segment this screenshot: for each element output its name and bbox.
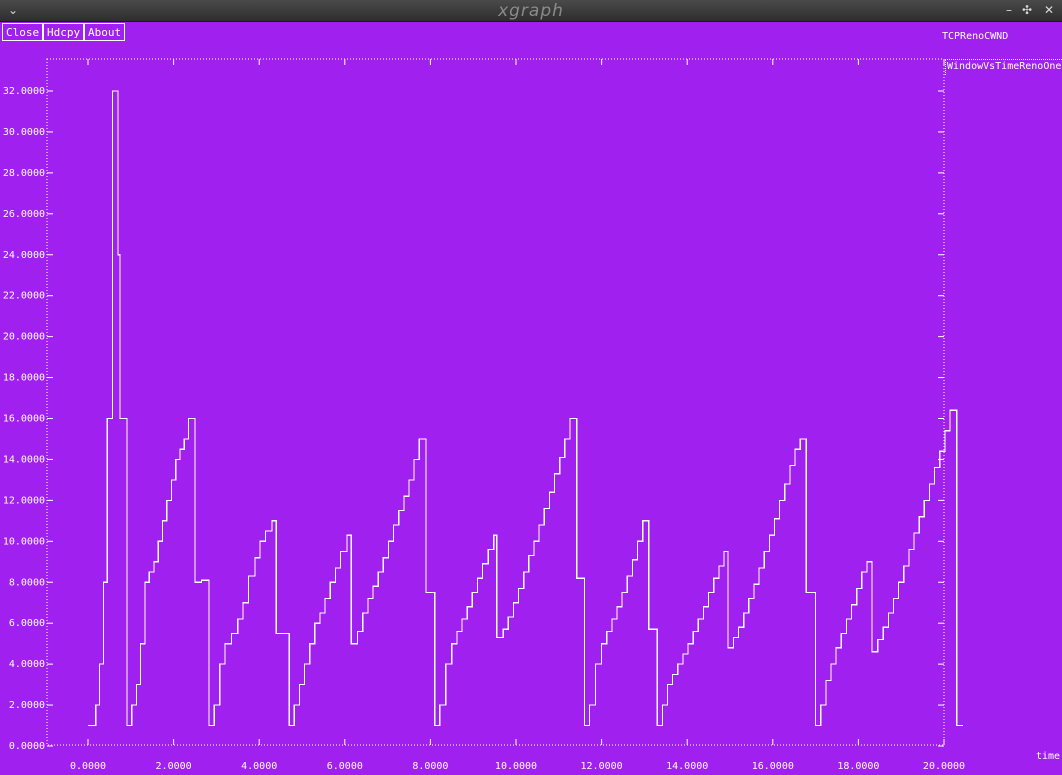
x-tick-label: 14.0000 xyxy=(666,761,708,772)
y-tick-label: 2.0000 xyxy=(9,700,45,711)
y-tick-label: 14.0000 xyxy=(3,454,45,465)
series-line-0 xyxy=(88,90,963,727)
x-tick-label: 20.0000 xyxy=(923,761,965,772)
x-tick-label: 6.0000 xyxy=(327,761,363,772)
x-tick-label: 12.0000 xyxy=(581,761,623,772)
y-tick-label: 28.0000 xyxy=(3,168,45,179)
y-tick-label: 12.0000 xyxy=(3,495,45,506)
x-tick-label: 0.0000 xyxy=(70,761,106,772)
x-tick-label: 8.0000 xyxy=(412,761,448,772)
chart-title: TCPRenoCWND xyxy=(942,31,1009,42)
y-tick-label: 8.0000 xyxy=(9,577,45,588)
close-window-icon[interactable]: ✕ xyxy=(1043,3,1055,17)
y-tick-label: 18.0000 xyxy=(3,373,45,384)
close-button[interactable]: Close xyxy=(2,23,44,41)
y-tick-label: 26.0000 xyxy=(3,209,45,220)
plot-frame xyxy=(46,58,945,746)
hdcpy-button[interactable]: Hdcpy xyxy=(43,23,85,41)
y-tick-label: 20.0000 xyxy=(3,332,45,343)
legend: WindowVsTimeRenoOne xyxy=(945,59,1062,75)
x-tick-label: 18.0000 xyxy=(837,761,879,772)
x-tick-label: 10.0000 xyxy=(495,761,537,772)
y-tick-label: 22.0000 xyxy=(3,291,45,302)
legend-entry: WindowVsTimeRenoOne xyxy=(947,61,1062,72)
y-tick-label: 4.0000 xyxy=(9,659,45,670)
y-tick-label: 30.0000 xyxy=(3,127,45,138)
y-tick-label: 32.0000 xyxy=(3,86,45,97)
y-tick-label: 24.0000 xyxy=(3,250,45,261)
about-button[interactable]: About xyxy=(84,23,126,41)
y-tick-label: 6.0000 xyxy=(9,618,45,629)
maximize-icon[interactable]: ✣ xyxy=(1021,3,1033,17)
x-tick-label: 16.0000 xyxy=(752,761,794,772)
window-title: xgraph xyxy=(498,1,564,21)
y-tick-label: 16.0000 xyxy=(3,414,45,425)
minimize-icon[interactable]: – xyxy=(1006,3,1012,17)
y-tick-label: 10.0000 xyxy=(3,536,45,547)
x-axis-label: time xyxy=(1036,751,1061,762)
window-titlebar: ⌄ xgraph – ✣ ✕ xyxy=(0,0,1062,22)
x-tick-label: 2.0000 xyxy=(156,761,192,772)
window-menu-icon[interactable]: ⌄ xyxy=(7,3,19,17)
y-tick-label: 0.0000 xyxy=(9,741,45,752)
x-tick-label: 4.0000 xyxy=(241,761,277,772)
